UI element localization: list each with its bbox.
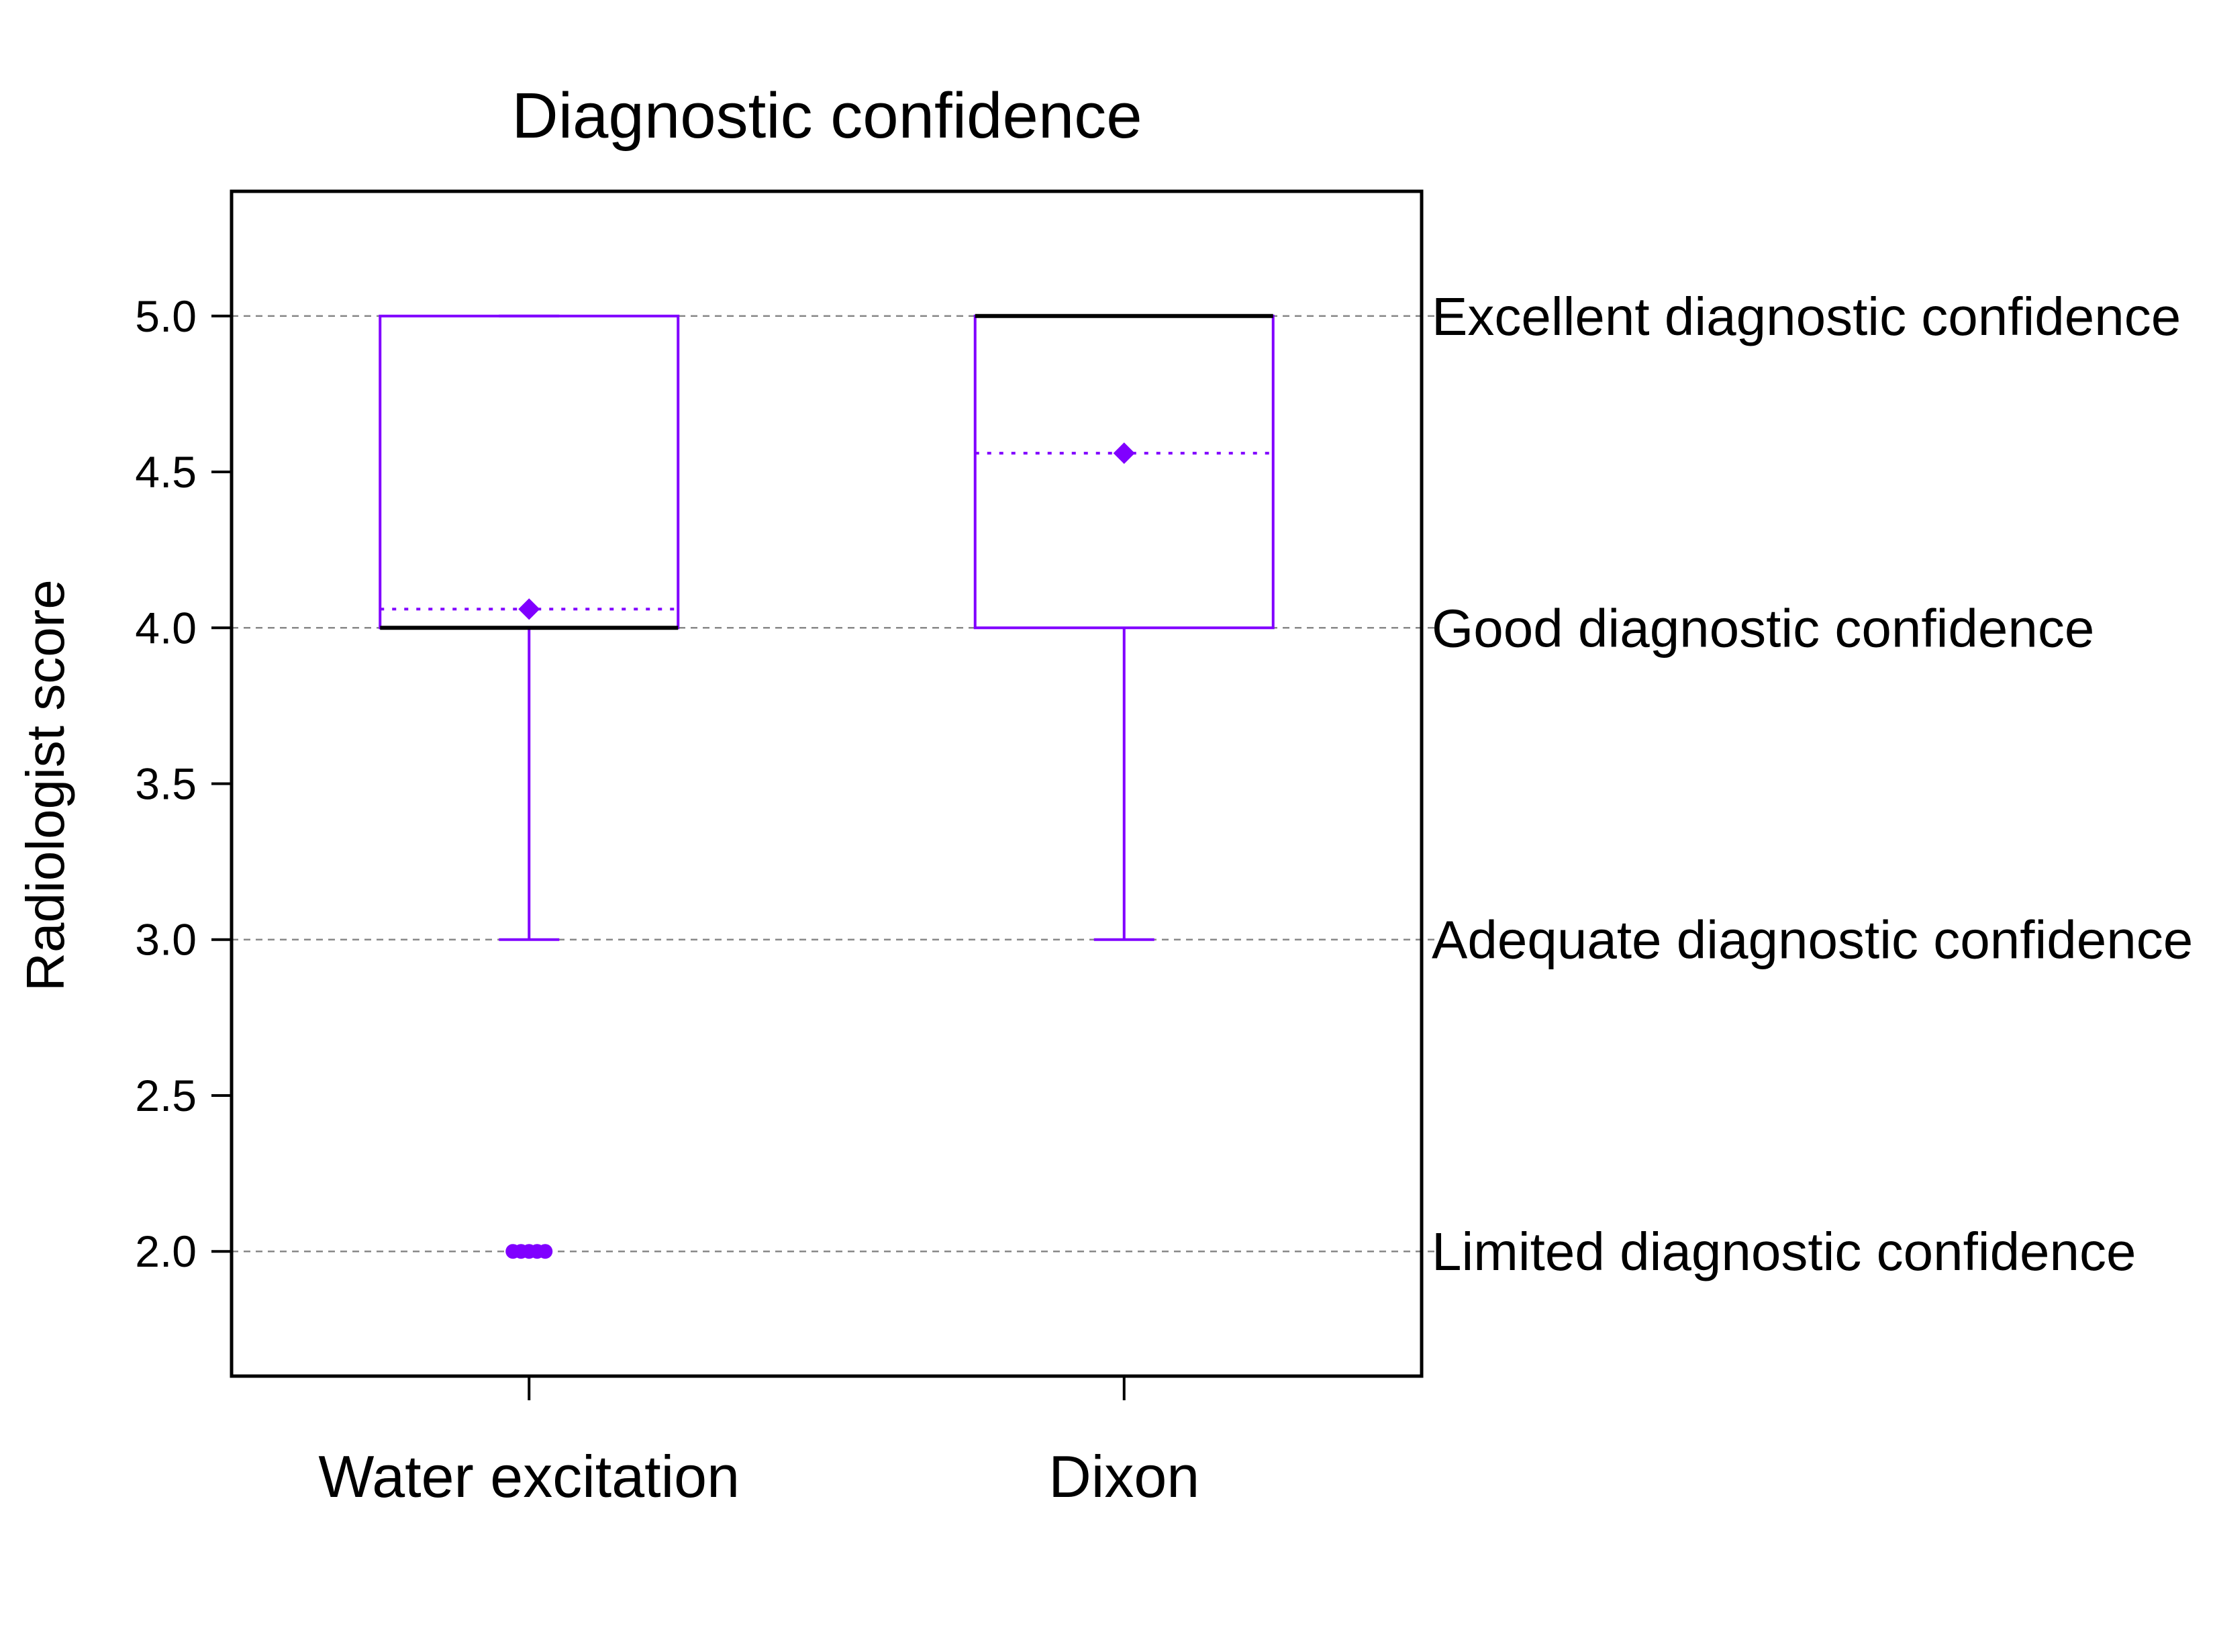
y-tick-label: 3.5	[135, 759, 197, 809]
score-label: Limited diagnostic confidence	[1432, 1222, 2136, 1281]
y-tick-label: 4.0	[135, 603, 197, 652]
box-group	[973, 313, 1275, 941]
y-axis-ticks: 2.0 2.5 3.0 3.5 4.0 4.5 5.0	[135, 291, 232, 1276]
y-axis-label: Radiologist score	[15, 579, 75, 991]
score-label: Good diagnostic confidence	[1432, 598, 2094, 658]
y-tick-label: 3.0	[135, 915, 197, 965]
y-tick-label: 5.0	[135, 291, 197, 341]
x-tick-label: Dixon	[1048, 1443, 1199, 1510]
gridlines	[232, 315, 1438, 1253]
x-axis-ticks: Water excitation Dixon	[318, 1376, 1199, 1510]
score-label: Excellent diagnostic confidence	[1432, 287, 2181, 346]
y-tick-label: 2.0	[135, 1226, 197, 1276]
score-labels: Excellent diagnostic confidence Good diag…	[1432, 287, 2193, 1281]
x-tick-label: Water excitation	[318, 1443, 740, 1510]
plot-frame	[230, 189, 1424, 1378]
mean-marker	[518, 598, 540, 620]
y-tick-label: 2.5	[135, 1071, 197, 1120]
y-tick-label: 4.5	[135, 447, 197, 497]
outlier-point	[538, 1244, 553, 1259]
score-label: Adequate diagnostic confidence	[1432, 910, 2193, 970]
mean-marker	[1113, 442, 1135, 465]
box-group	[379, 314, 680, 1259]
box-series	[379, 313, 1275, 1259]
iqr-box	[379, 314, 680, 630]
iqr-box	[973, 314, 1275, 630]
chart-title: Diagnostic confidence	[511, 80, 1142, 152]
